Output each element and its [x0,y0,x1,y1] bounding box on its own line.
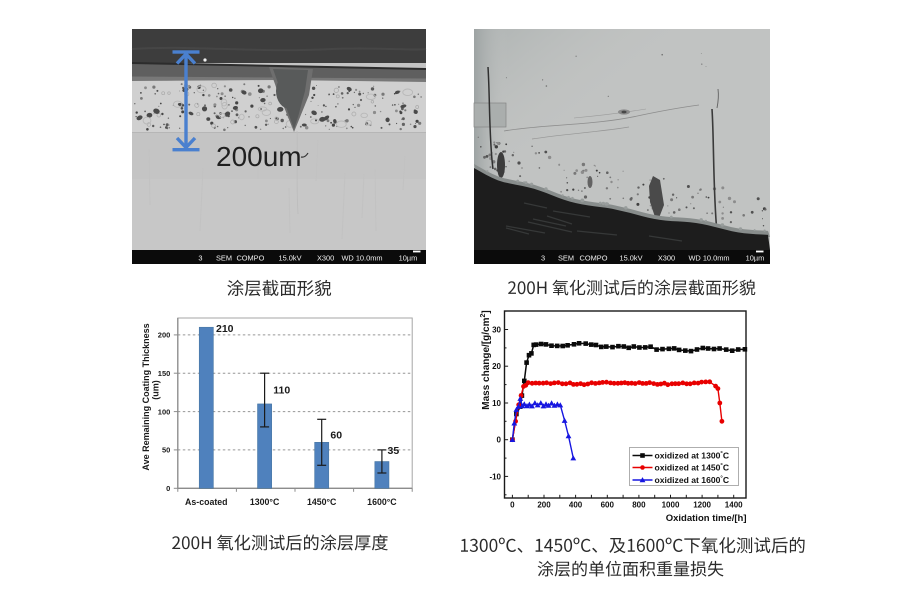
svg-text:600: 600 [601,501,615,510]
svg-text:10: 10 [492,399,501,408]
svg-text:WD 10.0mm: WD 10.0mm [341,254,382,263]
svg-text:3: 3 [198,254,202,263]
svg-text:200: 200 [537,501,551,510]
svg-text:WD 10.0mm: WD 10.0mm [688,254,729,263]
svg-text:15.0kV: 15.0kV [278,254,301,263]
svg-text:COMPO: COMPO [580,254,608,263]
svg-text:15.0kV: 15.0kV [619,254,642,263]
svg-text:200: 200 [158,331,171,340]
svg-text:oxidized at 1450°C: oxidized at 1450°C [655,463,730,473]
svg-text:50: 50 [162,446,170,455]
svg-text:20: 20 [492,362,501,371]
svg-text:100: 100 [158,407,171,416]
svg-text:(um): (um) [151,380,161,400]
svg-text:Oxidation time/[h]: Oxidation time/[h] [666,513,747,524]
svg-text:1200: 1200 [693,501,711,510]
svg-text:0: 0 [510,501,515,510]
svg-text:10µm: 10µm [746,254,765,263]
svg-text:oxidized at 1300°C: oxidized at 1300°C [655,451,730,461]
svg-text:1300°C: 1300°C [250,497,280,507]
svg-text:-10: -10 [489,472,501,481]
svg-text:0: 0 [497,436,502,445]
svg-text:oxidized at 1600°C: oxidized at 1600°C [655,475,730,485]
svg-text:200um: 200um [216,141,302,172]
svg-text:60: 60 [330,430,342,442]
svg-text:3: 3 [541,254,545,263]
svg-text:35: 35 [388,445,400,457]
svg-text:800: 800 [632,501,646,510]
svg-text:210: 210 [216,323,234,335]
svg-text:As-coated: As-coated [185,497,228,507]
svg-text:X300: X300 [658,254,675,263]
svg-text:Mass change/[g/cm2]: Mass change/[g/cm2] [480,310,492,410]
svg-text:1000: 1000 [662,501,680,510]
svg-text:150: 150 [158,369,171,378]
svg-text:SEM: SEM [558,254,574,263]
svg-text:1450°C: 1450°C [307,497,337,507]
svg-text:1400: 1400 [725,501,743,510]
svg-text:0: 0 [166,484,170,493]
svg-text:SEM: SEM [216,254,232,263]
svg-text:30: 30 [492,325,501,334]
svg-text:400: 400 [569,501,583,510]
svg-text:X300: X300 [317,254,334,263]
svg-text:COMPO: COMPO [236,254,264,263]
svg-text:10µm: 10µm [399,254,418,263]
svg-text:1600°C: 1600°C [367,497,397,507]
svg-text:Ave Remaining Coating Thicknes: Ave Remaining Coating Thickness [141,323,151,470]
svg-text:110: 110 [273,385,290,397]
